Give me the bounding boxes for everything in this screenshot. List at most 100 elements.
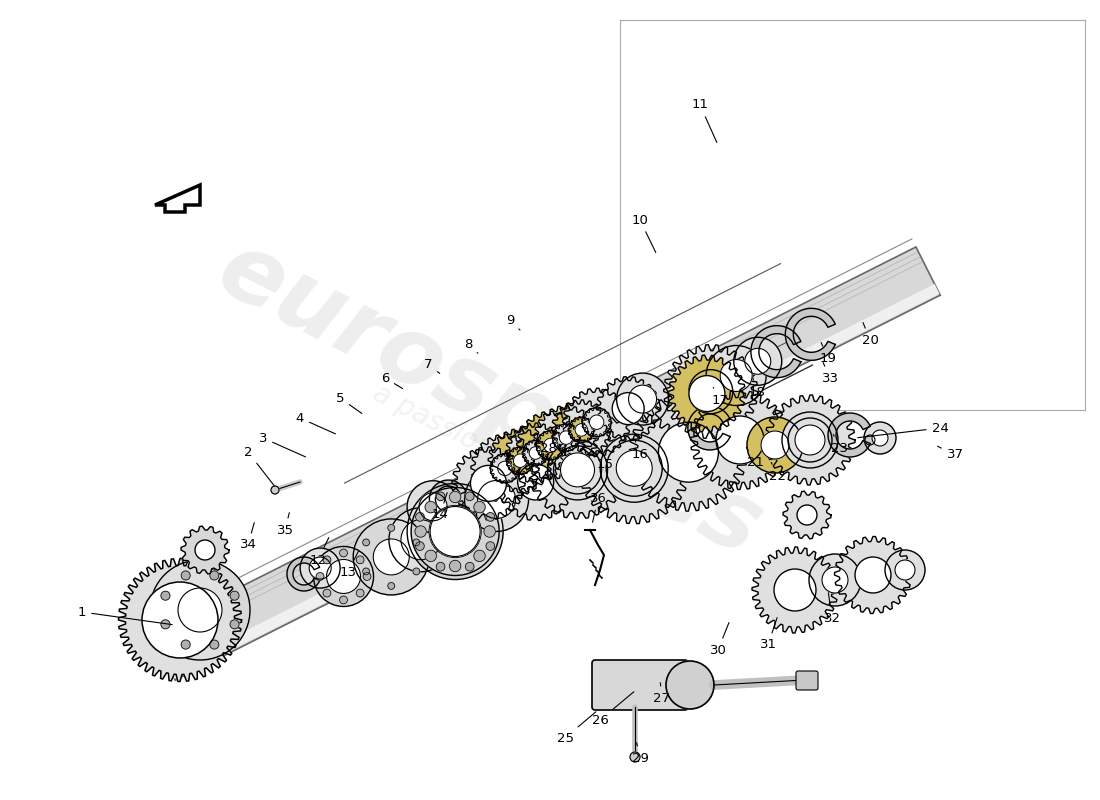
Circle shape [323,556,331,564]
Circle shape [484,526,495,537]
Circle shape [798,505,817,525]
Text: 9: 9 [506,314,520,330]
Text: 12: 12 [309,538,329,566]
Text: 32: 32 [824,593,840,625]
Circle shape [745,348,771,374]
Circle shape [465,492,474,501]
Circle shape [628,385,657,413]
Circle shape [747,417,803,473]
Circle shape [182,571,190,580]
Text: 10: 10 [631,214,656,253]
Circle shape [412,568,420,575]
Circle shape [666,661,714,709]
Text: 35: 35 [276,513,294,537]
Circle shape [518,464,553,500]
Circle shape [430,506,480,557]
Polygon shape [828,413,870,457]
Polygon shape [596,377,660,441]
Text: 28: 28 [540,442,557,462]
Text: 29: 29 [631,742,648,765]
Circle shape [363,573,371,580]
Polygon shape [528,421,627,519]
Polygon shape [568,417,595,443]
Text: a passion for parts: a passion for parts [368,378,612,522]
Text: 25: 25 [557,712,596,745]
Circle shape [389,508,453,572]
Circle shape [271,486,279,494]
Circle shape [465,562,474,571]
Polygon shape [783,491,830,539]
Polygon shape [551,400,612,460]
Text: 16: 16 [631,440,648,461]
FancyBboxPatch shape [796,671,818,690]
Circle shape [864,422,896,454]
Circle shape [356,589,364,597]
Text: 37: 37 [937,446,964,462]
Text: 23: 23 [832,434,848,454]
Text: 4: 4 [296,411,336,434]
Circle shape [561,453,594,487]
Circle shape [400,520,441,560]
Circle shape [474,502,485,513]
Polygon shape [517,411,585,479]
Polygon shape [497,443,574,520]
Text: 24: 24 [858,422,948,438]
Circle shape [210,571,219,580]
Circle shape [464,467,528,531]
Text: 3: 3 [258,431,306,457]
Circle shape [569,418,594,442]
Polygon shape [471,434,539,502]
Polygon shape [663,345,758,438]
Circle shape [548,440,607,500]
Circle shape [340,549,348,557]
Text: 14: 14 [431,493,449,522]
Polygon shape [629,393,747,511]
Circle shape [606,440,662,496]
Circle shape [659,422,718,482]
Circle shape [411,487,499,575]
Circle shape [416,513,425,522]
Circle shape [613,393,645,425]
Polygon shape [506,446,535,475]
Circle shape [761,431,789,459]
Polygon shape [751,326,801,378]
Polygon shape [287,557,320,591]
Polygon shape [429,480,466,518]
Polygon shape [506,423,565,483]
Text: 7: 7 [424,358,440,374]
Text: 6: 6 [381,371,403,389]
Polygon shape [785,308,835,360]
Circle shape [543,438,558,453]
Circle shape [161,620,169,629]
Text: 33: 33 [822,362,838,385]
Circle shape [142,582,218,658]
Circle shape [309,557,331,579]
Circle shape [340,596,348,604]
Polygon shape [536,430,566,461]
Polygon shape [764,395,855,485]
Circle shape [895,560,915,580]
Polygon shape [169,284,939,678]
Circle shape [491,454,519,482]
Circle shape [363,568,370,575]
Circle shape [808,554,861,606]
Circle shape [195,540,214,560]
Circle shape [210,640,219,649]
Circle shape [529,446,542,459]
Circle shape [314,546,374,606]
Polygon shape [688,406,730,450]
Polygon shape [155,185,200,212]
Circle shape [630,752,640,762]
Text: 8: 8 [464,338,477,354]
Circle shape [450,491,461,502]
Polygon shape [691,390,790,490]
Circle shape [474,550,485,562]
Circle shape [582,408,612,437]
Circle shape [720,359,752,391]
Text: 1: 1 [78,606,173,625]
Circle shape [230,591,239,600]
Polygon shape [563,388,630,456]
Polygon shape [579,413,690,524]
Circle shape [437,562,444,571]
Polygon shape [490,454,520,483]
